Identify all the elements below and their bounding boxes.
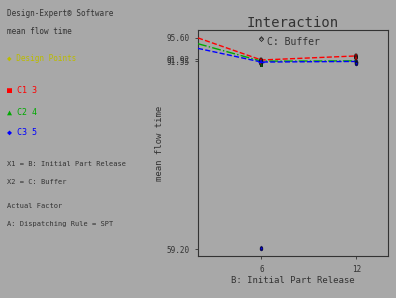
Text: ◆ C3 5: ◆ C3 5: [7, 128, 37, 137]
Text: mean flow time: mean flow time: [7, 27, 72, 36]
Title: Interaction: Interaction: [247, 16, 339, 30]
Text: A: Dispatching Rule = SPT: A: Dispatching Rule = SPT: [7, 221, 114, 226]
Text: Design-Expert® Software: Design-Expert® Software: [7, 9, 114, 18]
Y-axis label: mean flow time: mean flow time: [155, 105, 164, 181]
Text: C: Buffer: C: Buffer: [267, 37, 320, 46]
Text: ▲ C2 4: ▲ C2 4: [7, 107, 37, 116]
Text: ■ C1 3: ■ C1 3: [7, 86, 37, 95]
Text: X1 = B: Initial Part Release: X1 = B: Initial Part Release: [7, 161, 126, 167]
Text: Actual Factor: Actual Factor: [7, 203, 63, 209]
Text: ◆ Design Points: ◆ Design Points: [7, 54, 77, 63]
X-axis label: B: Initial Part Release: B: Initial Part Release: [231, 276, 355, 285]
Text: X2 = C: Buffer: X2 = C: Buffer: [7, 179, 67, 185]
